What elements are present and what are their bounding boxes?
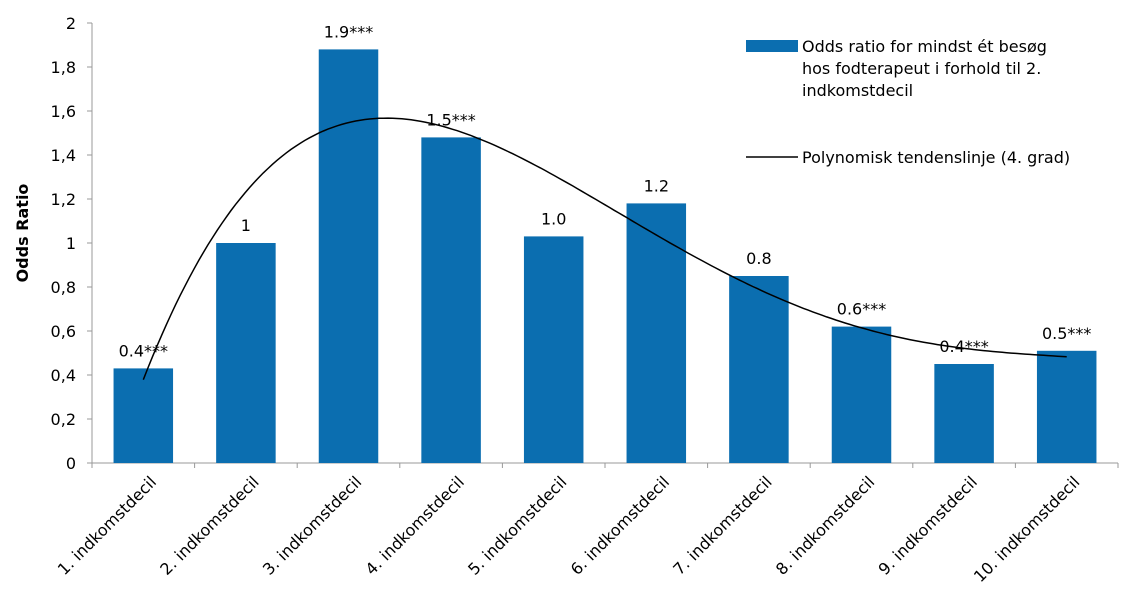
data-labels: 0.4*** 1 1.9*** 1.5*** 1.0 1.2 0.8 0.6*** 0.4***… bbox=[119, 22, 1092, 360]
legend-bar-label: indkomstdecil bbox=[802, 81, 913, 100]
y-axis-title: Odds Ratio bbox=[13, 184, 32, 283]
y-tick-label: 0 bbox=[66, 454, 76, 473]
bar-data-label: 1.2 bbox=[644, 176, 669, 195]
bar-data-label: 0.4*** bbox=[939, 337, 988, 356]
bar bbox=[318, 49, 379, 464]
y-tick-label: 0,6 bbox=[51, 322, 76, 341]
y-tick-label: 2 bbox=[66, 14, 76, 33]
legend-bar-swatch bbox=[746, 40, 798, 52]
x-tick-label: 8. indkomstdecil bbox=[772, 472, 878, 578]
y-tick-label: 1,4 bbox=[51, 146, 76, 165]
bar-data-label: 1.5*** bbox=[426, 110, 475, 129]
bar bbox=[523, 236, 584, 463]
bar bbox=[934, 364, 994, 463]
bar-data-label: 0.5*** bbox=[1042, 324, 1091, 343]
bar-data-label: 1.9*** bbox=[324, 22, 373, 41]
bar-data-label: 1 bbox=[241, 216, 251, 235]
x-tick-label: 1. indkomstdecil bbox=[54, 472, 160, 578]
bar-data-label: 0.6*** bbox=[837, 300, 886, 319]
bar bbox=[113, 368, 174, 463]
x-tick-label: 3. indkomstdecil bbox=[259, 472, 365, 578]
trendline bbox=[142, 117, 1067, 380]
legend-bar-label: Odds ratio for mindst ét besøg bbox=[802, 37, 1047, 56]
bar-data-label: 0.4*** bbox=[119, 341, 168, 360]
bar bbox=[831, 326, 892, 463]
bar-data-label: 0.8 bbox=[746, 249, 771, 268]
y-tick-label: 1,6 bbox=[51, 102, 76, 121]
x-tick-label: 5. indkomstdecil bbox=[464, 472, 570, 578]
x-tick-label: 7. indkomstdecil bbox=[669, 472, 775, 578]
bar bbox=[729, 276, 789, 463]
y-tick-label: 0,8 bbox=[51, 278, 76, 297]
y-tick-label: 0,4 bbox=[51, 366, 76, 385]
legend-trend-label: Polynomisk tendenslinje (4. grad) bbox=[802, 148, 1070, 167]
bar bbox=[421, 137, 481, 463]
legend: Odds ratio for mindst ét besøg hos fodter… bbox=[746, 37, 1070, 167]
y-tick-label: 0,2 bbox=[51, 410, 76, 429]
bar-data-label: 1.0 bbox=[541, 209, 566, 228]
bars bbox=[113, 49, 1097, 464]
x-tick-label: 10. indkomstdecil bbox=[970, 472, 1084, 586]
y-tick-label: 1,2 bbox=[51, 190, 76, 209]
x-tick-label: 9. indkomstdecil bbox=[875, 472, 981, 578]
polynomial-trendline bbox=[142, 117, 1067, 380]
legend-bar-label: hos fodterapeut i forhold til 2. bbox=[802, 59, 1041, 78]
y-tick-label: 1 bbox=[66, 234, 76, 253]
x-tick-label: 4. indkomstdecil bbox=[362, 472, 468, 578]
bar bbox=[626, 203, 687, 463]
x-tick-label: 6. indkomstdecil bbox=[567, 472, 673, 578]
y-tick-label: 1,8 bbox=[51, 58, 76, 77]
bar bbox=[216, 243, 276, 463]
x-tick-label: 2. indkomstdecil bbox=[156, 472, 262, 578]
bar bbox=[1036, 350, 1097, 463]
